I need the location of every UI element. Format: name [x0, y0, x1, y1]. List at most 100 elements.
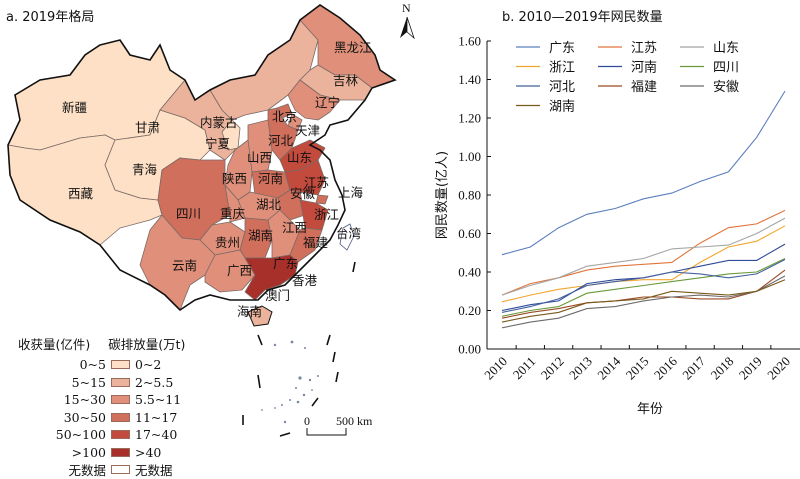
province-label: 山西 — [247, 150, 272, 165]
province-label: 海南 — [237, 304, 262, 319]
x-tick-label: 2010 — [481, 354, 510, 383]
legend-right-range: >40 — [135, 444, 162, 460]
map-title: a. 2019年格局 — [6, 10, 95, 25]
y-axis-title: 网民数量(亿人) — [435, 151, 450, 239]
legend-right-range: 11~17 — [135, 409, 178, 425]
series-line — [501, 259, 786, 313]
legend-swatch — [111, 430, 130, 440]
province-label: 贵州 — [215, 235, 240, 250]
legend-label: 江苏 — [631, 40, 657, 56]
legend-row: 50~100 17~40 — [18, 426, 185, 444]
x-tick-label: 2012 — [538, 354, 567, 383]
legend-left-range: 无数据 — [68, 463, 106, 479]
legend-right-range: 5.5~11 — [135, 392, 182, 408]
x-tick-label: 2016 — [651, 353, 680, 382]
province-label: 黑龙江 — [334, 40, 372, 55]
series-line — [501, 225, 786, 303]
legend-label: 四川 — [713, 61, 739, 76]
province-label: 辽宁 — [315, 95, 340, 110]
series-line — [501, 269, 786, 319]
scale-bar: 0 500 km — [304, 414, 373, 436]
nine-dash-line — [242, 261, 356, 437]
province-label: 台湾 — [336, 226, 361, 241]
legend-row: 无数据 无数据 — [18, 461, 185, 479]
province-shape — [221, 119, 241, 151]
legend-swatch — [111, 395, 130, 405]
country-border — [7, 4, 397, 312]
y-tick-label: 0.20 — [458, 303, 481, 318]
province-label: 内蒙古 — [200, 115, 238, 130]
taiwan-shape — [339, 223, 355, 251]
legend-header-right: 碳排放量(万t) — [108, 337, 186, 352]
legend-swatch — [111, 412, 130, 422]
legend-header: 收获量(亿件) 碳排放量(万t) — [18, 334, 185, 353]
x-tick-label: 2018 — [708, 354, 737, 383]
x-tick-label: 2013 — [566, 354, 595, 383]
province-label: 吉林 — [333, 73, 359, 88]
north-label: N — [402, 1, 411, 15]
legend-swatch — [111, 465, 130, 475]
line-chart: 0.00 0.20 0.40 0.60 0.80 1.00 1.20 1.40 1.60 2010… — [435, 34, 800, 417]
province-label: 香港 — [292, 273, 318, 288]
legend-right-range: 17~40 — [135, 427, 178, 443]
province-label: 云南 — [172, 258, 197, 273]
y-tick-label: 0.80 — [458, 188, 481, 203]
x-tick-label: 2011 — [510, 354, 539, 383]
legend-swatch — [111, 360, 130, 370]
series-line — [501, 258, 786, 317]
legend-label: 浙江 — [549, 61, 575, 76]
legend-row: 5~15 2~5.5 — [18, 374, 185, 392]
x-tick-label: 2015 — [623, 354, 652, 383]
legend-right-range: 0~2 — [135, 357, 162, 373]
legend-right-range: 无数据 — [135, 463, 173, 479]
y-tick-label: 1.00 — [458, 149, 481, 164]
province-label: 重庆 — [220, 206, 246, 221]
province-label: 陕西 — [222, 171, 247, 186]
legend-row: 15~30 5.5~11 — [18, 391, 185, 409]
legend-swatch — [111, 377, 130, 387]
y-tick-label: 1.60 — [458, 34, 481, 49]
province-label: 安徽 — [290, 186, 316, 201]
legend-left-range: 15~30 — [63, 392, 106, 408]
legend-row: 0~5 0~2 — [18, 356, 185, 374]
province-label: 青海 — [132, 162, 158, 177]
south-sea-islands — [261, 340, 319, 424]
y-tick-label: 1.40 — [458, 72, 481, 87]
legend-left-range: >100 — [71, 444, 106, 460]
province-label: 山东 — [287, 150, 312, 165]
province-label: 宁夏 — [205, 136, 231, 151]
x-tick-label: 2014 — [594, 353, 623, 382]
y-tick-label: 0.60 — [458, 226, 481, 241]
legend-left-range: 50~100 — [55, 427, 106, 443]
province-label: 湖北 — [256, 197, 282, 212]
hainan-shape — [247, 305, 273, 327]
province-label: 福建 — [303, 235, 329, 250]
legend-label: 安徽 — [713, 80, 739, 95]
province-label: 湖南 — [248, 228, 273, 243]
legend-label: 福建 — [631, 80, 657, 95]
series-line — [501, 275, 786, 329]
legend-row: >100 >40 — [18, 444, 185, 462]
legend-left-range: 5~15 — [71, 374, 106, 390]
province-label: 江西 — [282, 220, 307, 235]
x-tick-label: 2019 — [736, 354, 765, 383]
series-line — [501, 90, 786, 256]
y-tick-label: 1.20 — [458, 111, 481, 126]
province-label: 甘肃 — [135, 120, 160, 135]
x-tick-label: 2017 — [679, 353, 708, 382]
legend-right-range: 2~5.5 — [135, 374, 174, 390]
legend-label: 河北 — [549, 80, 575, 95]
legend-swatch — [111, 447, 130, 457]
series-line — [501, 279, 786, 323]
province-shape — [244, 254, 299, 301]
province-label: 广西 — [227, 263, 252, 278]
province-shape — [315, 194, 329, 205]
x-tick-label: 2020 — [764, 354, 793, 383]
province-shape — [139, 214, 216, 311]
province-label: 河南 — [258, 171, 283, 186]
province-label: 新疆 — [62, 100, 87, 115]
province-label: 浙江 — [314, 207, 339, 222]
scale-zero: 0 — [304, 414, 310, 428]
